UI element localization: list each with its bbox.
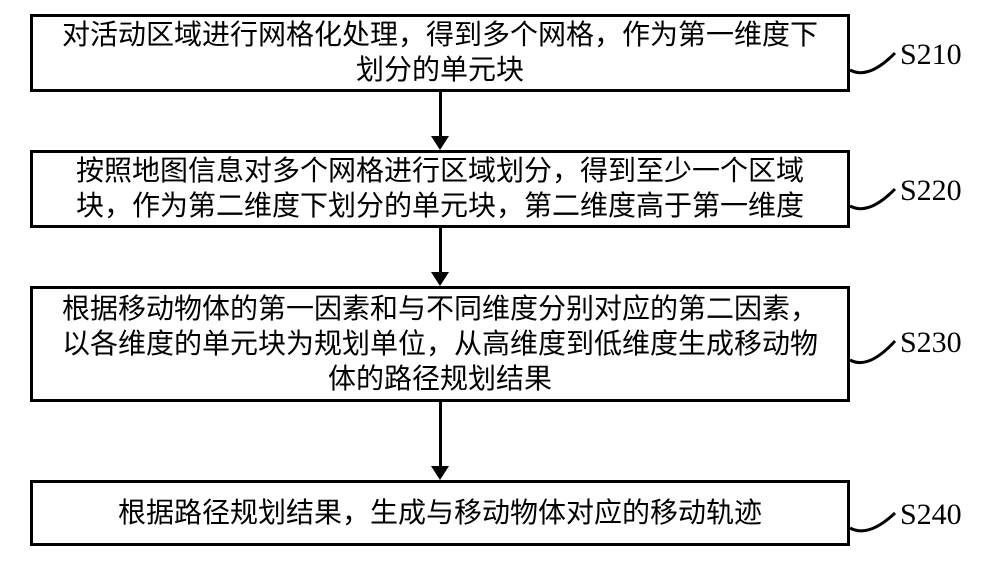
label-connector — [844, 47, 901, 76]
arrow-head-icon — [431, 272, 449, 286]
label-connector — [844, 183, 901, 212]
flow-node-text: 根据路径规划结果，生成与移动物体对应的移动轨迹 — [118, 496, 762, 531]
arrow-line — [439, 402, 442, 466]
step-label-s230: S230 — [900, 326, 962, 360]
step-label-s240: S240 — [900, 498, 962, 532]
arrow-line — [439, 228, 442, 272]
flow-node-text: 按照地图信息对多个网格进行区域划分，得到至少一个区域块，作为第二维度下划分的单元… — [51, 154, 829, 224]
flowchart-canvas: 对活动区域进行网格化处理，得到多个网格，作为第一维度下划分的单元块 S210 按照地… — [0, 0, 1000, 572]
label-connector — [844, 507, 901, 534]
flow-node-s220: 按照地图信息对多个网格进行区域划分，得到至少一个区域块，作为第二维度下划分的单元… — [30, 150, 850, 228]
flow-node-s210: 对活动区域进行网格化处理，得到多个网格，作为第一维度下划分的单元块 — [30, 14, 850, 92]
arrow-head-icon — [431, 466, 449, 480]
flow-node-text: 根据移动物体的第一因素和与不同维度分别对应的第二因素，以各维度的单元块为规划单位… — [51, 292, 829, 397]
flow-node-s240: 根据路径规划结果，生成与移动物体对应的移动轨迹 — [30, 480, 850, 546]
step-label-s220: S220 — [900, 174, 962, 208]
label-connector — [844, 335, 901, 366]
step-label-s210: S210 — [900, 38, 962, 72]
flow-node-text: 对活动区域进行网格化处理，得到多个网格，作为第一维度下划分的单元块 — [51, 18, 829, 88]
arrow-head-icon — [431, 136, 449, 150]
arrow-line — [439, 92, 442, 136]
flow-node-s230: 根据移动物体的第一因素和与不同维度分别对应的第二因素，以各维度的单元块为规划单位… — [30, 286, 850, 402]
